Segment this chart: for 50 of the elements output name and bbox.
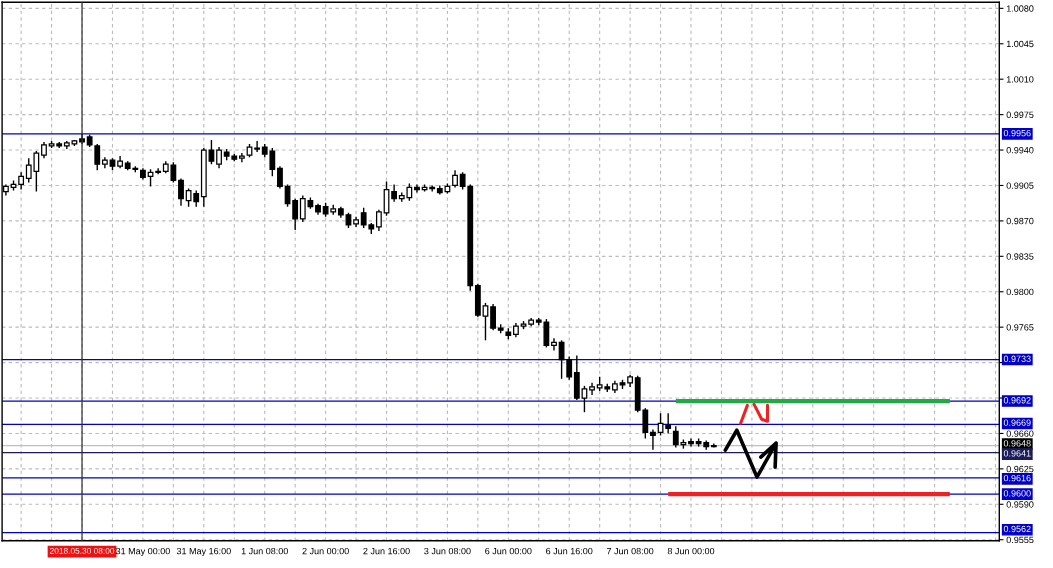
y-tick-label: 1.0045 — [1006, 40, 1034, 48]
candlestick — [277, 165, 283, 190]
candlestick — [254, 140, 261, 153]
y-tick-label: 0.9940 — [1006, 147, 1034, 154]
x-tick-label: 2018.05.30 08:00 — [50, 547, 115, 554]
x-tick-label: 6 Jun 16:00 — [546, 547, 593, 555]
y-tick-label: 0.9800 — [1006, 288, 1034, 296]
candlestick — [155, 167, 162, 176]
candlestick — [178, 177, 184, 207]
y-tick-label: 0.9660 — [1006, 430, 1034, 437]
ref-line-label: 0.9600 — [1003, 490, 1031, 497]
x-tick-label: 7 Jun 08:00 — [606, 547, 654, 555]
ref-line-label: 0.9669 — [1003, 419, 1031, 426]
ref-line-label: 0.9562 — [1003, 525, 1031, 533]
y-tick-label: 0.9975 — [1006, 111, 1034, 118]
y-tick-label: 1.0010 — [1006, 76, 1034, 83]
ref-line-label: 0.9733 — [1003, 355, 1031, 362]
x-tick-label: 31 May 00:00 — [115, 547, 170, 557]
candlestick — [688, 437, 694, 448]
x-tick-label: 3 Jun 08:00 — [424, 547, 471, 555]
ref-line-label: 0.9956 — [1003, 129, 1031, 137]
y-tick-label: 0.9555 — [1006, 536, 1034, 544]
y-tick-label: 0.9625 — [1006, 465, 1034, 473]
y-tick-label: 0.9590 — [1006, 501, 1034, 508]
y-tick-label: 0.9765 — [1006, 324, 1034, 331]
x-tick-label: 2 Jun 00:00 — [302, 547, 349, 555]
ref-line-label: 0.9641 — [1003, 450, 1031, 457]
x-tick-label: 31 May 16:00 — [176, 547, 231, 557]
x-tick-label: 6 Jun 00:00 — [485, 547, 532, 555]
x-tick-label: 1 Jun 08:00 — [241, 547, 288, 555]
candlestick — [551, 337, 557, 352]
ref-line-label: 0.9616 — [1003, 474, 1031, 482]
y-tick-label: 0.9870 — [1006, 217, 1034, 225]
ref-line-label: 0.9692 — [1003, 397, 1031, 404]
candlestick — [375, 209, 382, 232]
y-tick-label: 1.0080 — [1006, 5, 1034, 12]
candlestick — [216, 146, 222, 169]
candlestick — [581, 385, 588, 413]
y-tick-label: 0.9905 — [1006, 182, 1034, 189]
y-tick-label: 0.9835 — [1006, 253, 1034, 260]
ref-line-label: 0.9648 — [1003, 440, 1031, 447]
candlestick — [292, 197, 299, 231]
candlestick — [665, 412, 672, 435]
x-tick-label: 8 Jun 00:00 — [667, 547, 715, 555]
x-tick-label: 2 Jun 16:00 — [363, 547, 410, 555]
candlestick — [482, 302, 489, 342]
candlestick — [490, 303, 496, 331]
candlestick — [208, 139, 215, 165]
candlestick — [650, 428, 656, 451]
candlestick — [414, 183, 420, 194]
